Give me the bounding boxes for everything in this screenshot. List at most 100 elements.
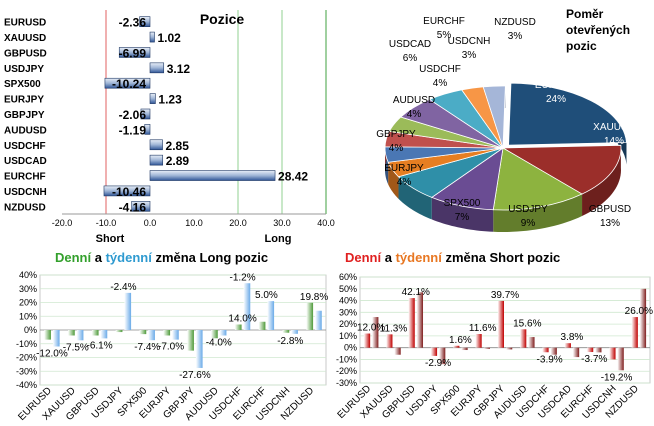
daily-change-bar bbox=[631, 317, 638, 348]
positions-chart: EURUSD -2.36 XAUUSD 1.02 GBPUSD -6.99 USDJPY 3.… bbox=[4, 10, 335, 245]
value-label: 1.02 bbox=[157, 31, 181, 45]
weekly-change-bar bbox=[243, 283, 251, 330]
data-label: 19.8% bbox=[300, 292, 328, 303]
y-tick-label: 40% bbox=[19, 270, 37, 280]
daily-change-bar bbox=[542, 347, 549, 353]
share-pie-chart: EURUSD 24% XAUUSD 14% GBPUSD 13% USDJPY 9% SPX50… bbox=[376, 7, 635, 232]
y-tick-label: 20% bbox=[19, 298, 37, 308]
title-part: a bbox=[91, 250, 105, 265]
title-part: týdenní bbox=[396, 250, 443, 265]
category-label: USDCAD bbox=[4, 156, 47, 167]
slice-name-label: XAUUSD bbox=[593, 122, 635, 133]
title-part: týdenní bbox=[106, 250, 153, 265]
y-tick-label: 0% bbox=[24, 325, 37, 335]
weekly-change-bar bbox=[124, 292, 132, 330]
weekly-change-bar bbox=[439, 347, 446, 365]
chart-title-line: Poměr bbox=[566, 7, 604, 21]
daily-change-bar bbox=[609, 347, 616, 360]
weekly-change-bar bbox=[100, 330, 108, 339]
long-label: Long bbox=[265, 233, 292, 245]
daily-change-bar bbox=[139, 330, 147, 335]
data-label: 3.8% bbox=[561, 332, 584, 343]
data-label: -4.0% bbox=[206, 338, 232, 349]
category-label: EURCHF bbox=[4, 172, 46, 183]
data-label: 39.7% bbox=[491, 290, 519, 301]
data-label: 11.3% bbox=[380, 323, 408, 334]
data-label: 42.1% bbox=[402, 287, 430, 298]
value-label: 28.42 bbox=[278, 170, 308, 184]
value-label: 2.85 bbox=[166, 139, 190, 153]
position-bar bbox=[144, 124, 151, 135]
y-tick-label: 10% bbox=[339, 331, 357, 341]
category-label: EURJPY bbox=[4, 95, 44, 106]
data-label: -6.1% bbox=[87, 340, 113, 351]
weekly-change-bar bbox=[506, 347, 513, 350]
y-tick-label: -10% bbox=[16, 339, 37, 349]
slice-name-label: USDCNH bbox=[448, 36, 491, 47]
slice-value-label: 3% bbox=[462, 50, 477, 61]
daily-change-bar bbox=[408, 298, 415, 348]
slice-value-label: 5% bbox=[437, 30, 452, 41]
value-label: -2.36 bbox=[119, 16, 147, 30]
y-tick-label: 10% bbox=[19, 311, 37, 321]
slice-value-label: 6% bbox=[403, 53, 418, 64]
y-tick-label: 20% bbox=[339, 319, 357, 329]
data-label: 15.6% bbox=[513, 318, 541, 329]
plot-area bbox=[359, 276, 651, 384]
y-tick-label: -30% bbox=[336, 378, 357, 388]
daily-change-bar bbox=[115, 330, 123, 333]
value-label: 3.12 bbox=[167, 62, 191, 76]
value-label: -6.99 bbox=[119, 46, 147, 60]
category-label: SPX500 bbox=[4, 79, 41, 90]
weekly-change-bar bbox=[483, 347, 490, 349]
weekly-change-bar bbox=[291, 330, 298, 334]
daily-change-bar bbox=[430, 347, 438, 356]
slice-value-label: 4% bbox=[407, 109, 422, 120]
daily-change-bar bbox=[497, 300, 504, 348]
pie-slice-side bbox=[493, 194, 583, 232]
category-label: USDCNH bbox=[4, 187, 47, 198]
x-tick-label: 10.0 bbox=[185, 218, 203, 228]
daily-change-bar bbox=[163, 330, 171, 336]
short-label: Short bbox=[96, 233, 125, 245]
pie-slice-side bbox=[582, 145, 621, 217]
daily-change-bar bbox=[363, 333, 371, 348]
slice-name-label: USDCAD bbox=[389, 39, 431, 50]
position-bar bbox=[140, 108, 151, 120]
title-part: Denní bbox=[55, 250, 92, 265]
data-label: -7.0% bbox=[158, 342, 184, 353]
weekly-change-bar bbox=[617, 347, 624, 371]
value-label: -2.06 bbox=[119, 108, 147, 122]
x-tick-label: 30.0 bbox=[273, 218, 291, 228]
slice-value-label: 13% bbox=[600, 218, 620, 229]
position-bar bbox=[149, 93, 156, 104]
chart-title: Denní a týdenní změna Long pozic bbox=[55, 250, 268, 265]
y-tick-label: 60% bbox=[339, 272, 357, 282]
daily-change-bar bbox=[91, 330, 99, 336]
position-bar bbox=[139, 16, 151, 27]
category-label: NZDUSD bbox=[4, 202, 46, 213]
weekly-change-bar bbox=[372, 317, 379, 348]
weekly-change-bar bbox=[639, 288, 647, 348]
pie-slice bbox=[501, 144, 622, 195]
position-bar bbox=[149, 62, 165, 74]
data-label: 1.6% bbox=[449, 335, 472, 346]
slice-name-label: GBPUSD bbox=[589, 204, 631, 215]
value-label: 1.23 bbox=[158, 93, 182, 107]
daily-change-bar bbox=[211, 330, 218, 339]
daily-change-bar bbox=[68, 330, 75, 336]
y-tick-label: 40% bbox=[339, 296, 357, 306]
daily-change-bar bbox=[453, 345, 460, 348]
daily-change-bar bbox=[306, 302, 314, 330]
category-label: GBPJPY bbox=[4, 110, 45, 121]
weekly-change-bar bbox=[195, 330, 203, 368]
weekly-change-bar bbox=[148, 330, 155, 341]
short-change-chart: 60%50%40%30%20%10%0%-10%-20%-30%EURUSDXA… bbox=[336, 250, 653, 421]
title-part: a bbox=[381, 250, 395, 265]
value-label: -10.46 bbox=[112, 185, 146, 199]
category-label: USDJPY bbox=[4, 64, 44, 75]
weekly-change-bar bbox=[267, 301, 275, 330]
y-tick-label: -10% bbox=[336, 354, 357, 364]
y-tick-label: 30% bbox=[19, 284, 37, 294]
data-label: -19.2% bbox=[601, 372, 633, 383]
